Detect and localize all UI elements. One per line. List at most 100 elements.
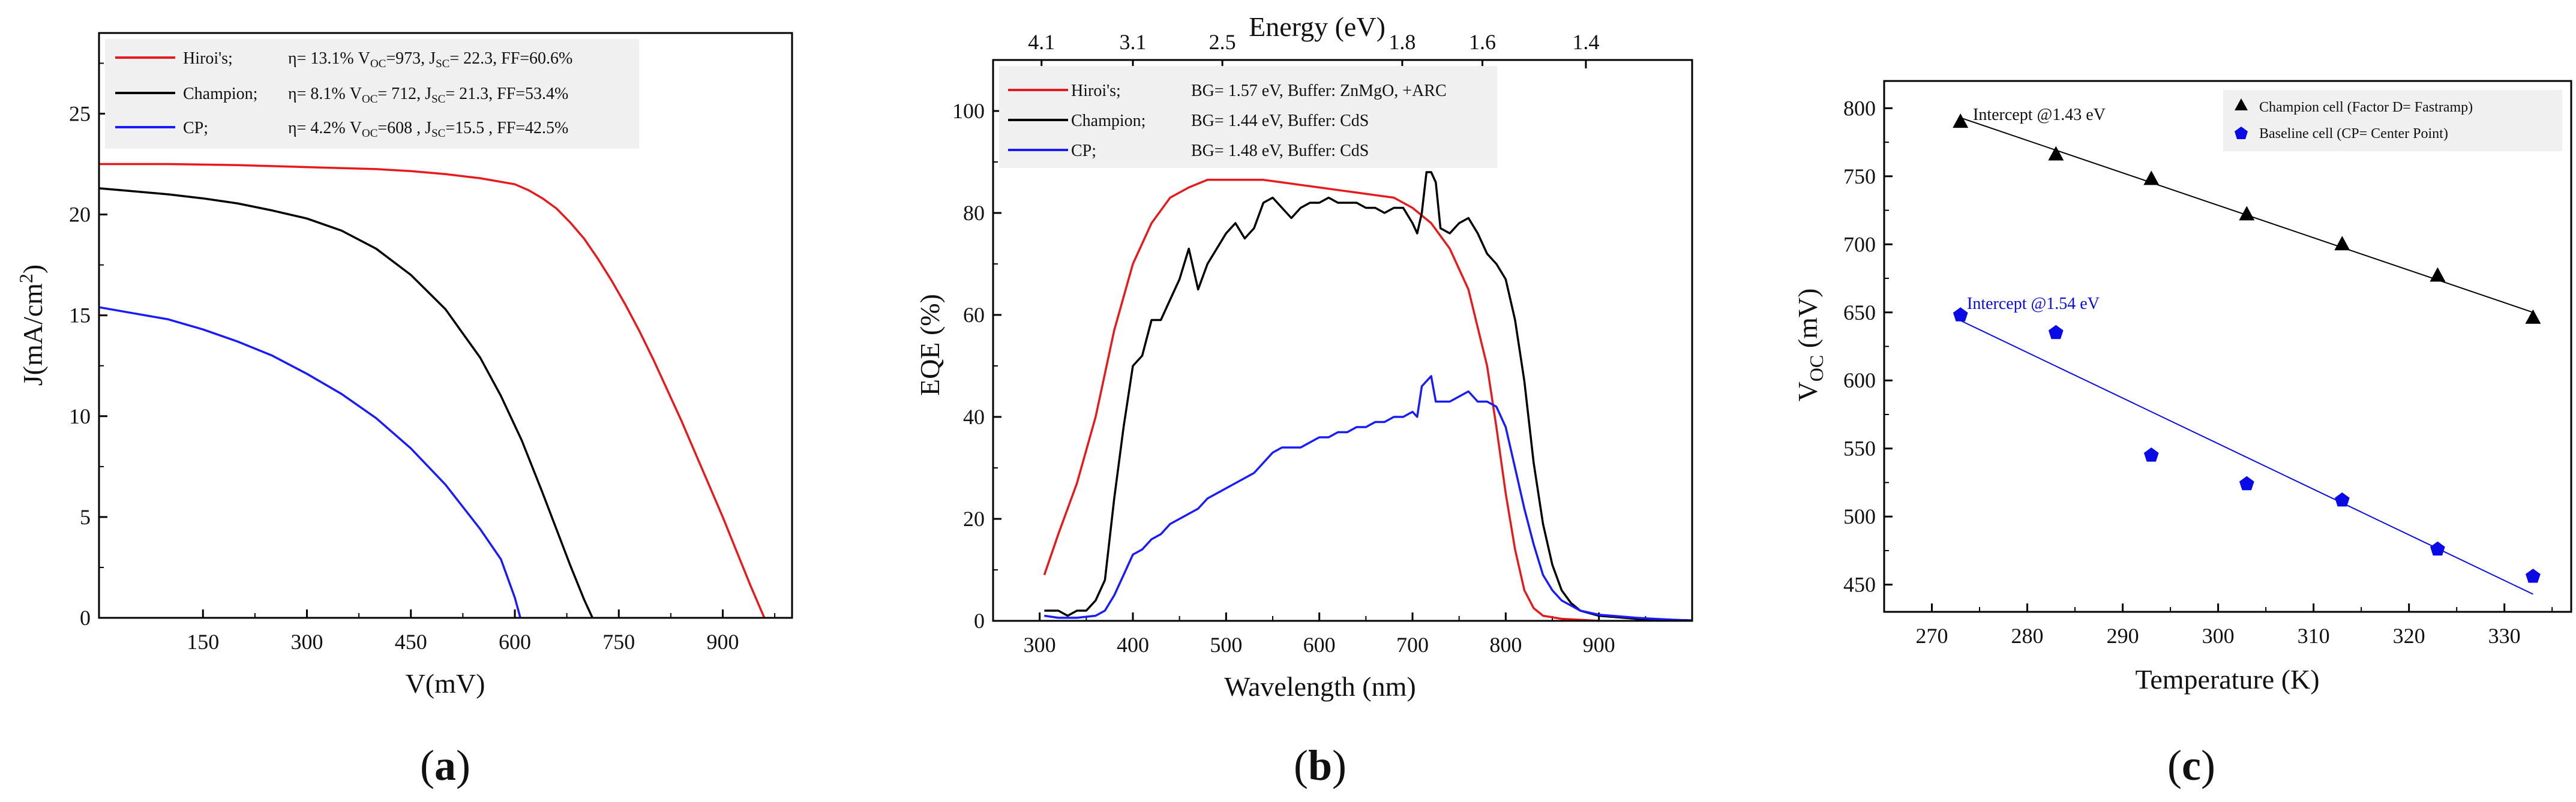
chart-c-legend: Champion cell (Factor D= Fastramp) Basel… [2223, 90, 2562, 151]
chart-b-top-tick-label-0: 4.1 [1028, 30, 1055, 54]
chart-c-panel-letter: c [2182, 741, 2201, 789]
chart-c-panel-label: (c) [2167, 741, 2215, 789]
chart-a-panel-letter: a [434, 741, 456, 789]
chart-c-ytick-label-2: 550 [1843, 437, 1876, 461]
chart-b-legend-stats-1: BG= 1.44 eV, Buffer: CdS [1191, 112, 1369, 130]
chart-c-xlabel: Temperature (K) [2135, 664, 2319, 695]
chart-c-legend-name-1: Baseline cell (CP= Center Point) [2259, 126, 2448, 142]
chart-c-ytick-label-3: 600 [1843, 368, 1876, 392]
chart-a-series-line-2 [98, 306, 521, 618]
chart-c-ytick-label-6: 750 [1843, 164, 1876, 188]
chart-a-xtick-label-2: 450 [395, 630, 427, 654]
chart-a-legend-name-2: CP; [183, 119, 208, 137]
chart-b-ytick-label-4: 80 [963, 201, 985, 225]
chart-c-point-1-1 [2048, 325, 2064, 340]
chart-a-legend-name-1: Champion; [183, 85, 257, 103]
chart-a-ytick-label-1: 5 [80, 505, 91, 529]
chart-c-point-0-4 [2334, 236, 2350, 251]
chart-a-frame [98, 32, 793, 619]
chart-b-xtick-label-6: 900 [1583, 633, 1615, 657]
chart-b-top-tick-label-1: 3.1 [1120, 30, 1147, 54]
chart-c-point-1-4 [2335, 492, 2350, 507]
chart-a-xtick-label-0: 150 [187, 630, 219, 654]
chart-a-ytick-label-2: 10 [69, 404, 91, 428]
chart-c-xtick-label-0: 270 [1916, 624, 1948, 648]
chart-a-legend: Hiroi's; η= 13.1% VOC=973, JSC= 22.3, FF… [105, 39, 639, 149]
chart-b-legend-name-0: Hiroi's; [1071, 82, 1121, 100]
chart-b-ytick-label-1: 20 [963, 507, 985, 531]
chart-a-xlabel: V(mV) [406, 668, 485, 699]
chart-b-panel-label: (b) [1294, 741, 1347, 789]
chart-b-xtick-label-3: 600 [1303, 633, 1336, 657]
chart-a: 150 300 450 600 750 900 0 5 10 15 20 25 Hiroi's; η=… [15, 32, 793, 789]
chart-b-xtick-label-1: 400 [1117, 633, 1149, 657]
chart-c-annotation-1: Intercept @1.54 eV [1967, 295, 2100, 313]
chart-c-ytick-label-1: 500 [1843, 504, 1876, 528]
chart-a-panel-label: (a) [420, 741, 470, 789]
chart-b-plot: 300 400 500 600 700 800 900 0 20 40 60 80 100 4.1 3.1 2… [952, 30, 1693, 657]
chart-b-xtick-label-2: 500 [1210, 633, 1242, 657]
chart-b-legend-stats-0: BG= 1.57 eV, Buffer: ZnMgO, +ARC [1191, 82, 1447, 100]
chart-a-series-line-1 [98, 187, 593, 618]
chart-a-ytick-label-0: 0 [80, 606, 91, 630]
chart-c-frame [1883, 80, 2572, 613]
chart-a-xtick-label-1: 300 [291, 630, 323, 654]
chart-a-legend-stats-0: η= 13.1% VOC=973, JSC= 22.3, FF=60.6% [288, 49, 572, 70]
chart-c-legend-marker-1 [2235, 127, 2248, 139]
chart-a-xtick-label-3: 600 [499, 630, 531, 654]
chart-c-point-0-2 [2143, 170, 2160, 185]
chart-b-xtick-label-4: 700 [1396, 633, 1429, 657]
chart-b-legend-name-1: Champion; [1071, 112, 1145, 130]
chart-c-point-1-5 [2430, 541, 2445, 556]
chart-c-ytick-label-5: 700 [1843, 232, 1876, 256]
chart-a-ylabel: J(mA/cm2) [15, 265, 48, 386]
chart-b-top-tick-label-4: 1.6 [1469, 30, 1496, 54]
chart-a-xtick-label-4: 750 [602, 630, 635, 654]
chart-a-legend-name-0: Hiroi's; [183, 49, 233, 68]
chart-c-xtick-label-1: 280 [2011, 624, 2044, 648]
chart-c-plot: 270 280 290 300 310 320 330 450 500 550 600 650 700 7… [1843, 96, 2553, 648]
chart-c-point-1-0 [1953, 307, 1968, 322]
chart-c-point-0-6 [2525, 309, 2541, 324]
chart-c-xtick-label-2: 290 [2107, 624, 2139, 648]
chart-b-xtick-label-5: 800 [1489, 633, 1522, 657]
chart-c-point-0-1 [2048, 146, 2064, 161]
chart-a-ytick-label-5: 25 [69, 101, 91, 125]
chart-c-point-1-3 [2239, 476, 2254, 491]
chart-b-panel-letter: b [1308, 741, 1332, 789]
chart-a-ytick-label-4: 20 [69, 203, 91, 227]
chart-c-point-0-3 [2239, 206, 2255, 221]
chart-b: 300 400 500 600 700 800 900 0 20 40 60 80 100 4.1 3.1 2… [914, 11, 1693, 789]
chart-b-xlabel: Wavelength (nm) [1224, 671, 1416, 702]
chart-b-ytick-label-2: 40 [963, 405, 985, 429]
chart-c-ytick-label-0: 450 [1843, 573, 1876, 597]
chart-b-top-tick-label-2: 2.5 [1209, 30, 1236, 54]
chart-b-top-tick-label-5: 1.4 [1572, 30, 1599, 54]
chart-b-frame [992, 59, 1693, 622]
chart-c-legend-box [2223, 90, 2562, 151]
chart-a-legend-stats-1: η= 8.1% VOC= 712, JSC= 21.3, FF=53.4% [288, 85, 568, 106]
chart-c-ytick-label-7: 800 [1843, 96, 1876, 120]
chart-b-ytick-label-0: 0 [974, 609, 985, 633]
chart-c-point-0-0 [1953, 113, 1969, 128]
chart-a-plot: 150 300 450 600 750 900 0 5 10 15 20 25 [69, 62, 776, 654]
chart-a-series-line-0 [99, 163, 766, 618]
chart-b-series-line-2 [1044, 375, 1693, 621]
chart-b-xtick-label-0: 300 [1024, 633, 1056, 657]
chart-b-ytick-label-5: 100 [952, 99, 985, 123]
chart-a-xtick-label-5: 900 [707, 630, 739, 654]
chart-b-series-line-1 [1044, 171, 1693, 621]
chart-a-legend-stats-2: η= 4.2% VOC=608 , JSC=15.5 , FF=42.5% [288, 119, 568, 140]
chart-a-ytick-label-3: 15 [69, 304, 91, 328]
chart-b-legend-name-2: CP; [1071, 142, 1096, 160]
chart-b-legend: Hiroi's; BG= 1.57 eV, Buffer: ZnMgO, +AR… [999, 66, 1497, 168]
chart-c-xtick-label-4: 310 [2298, 624, 2330, 648]
chart-c: 270 280 290 300 310 320 330 450 500 550 600 650 700 7… [1792, 80, 2572, 789]
chart-b-ylabel: EQE (%) [914, 294, 945, 396]
chart-c-ytick-label-4: 650 [1843, 301, 1876, 325]
chart-c-xtick-label-5: 320 [2393, 624, 2425, 648]
chart-c-legend-marker-0 [2235, 98, 2248, 110]
chart-a-legend-box [105, 39, 639, 149]
chart-b-top-xlabel: Energy (eV) [1249, 11, 1386, 42]
